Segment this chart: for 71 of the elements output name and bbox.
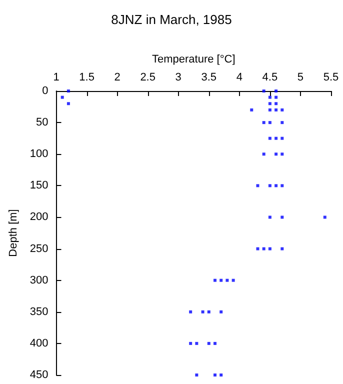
point xyxy=(66,90,70,92)
point xyxy=(280,108,284,112)
point xyxy=(195,342,198,345)
point xyxy=(280,152,284,156)
point xyxy=(262,247,266,250)
point xyxy=(268,216,272,219)
point xyxy=(213,278,216,282)
point xyxy=(256,184,260,188)
point xyxy=(274,152,278,156)
point xyxy=(195,374,198,376)
point xyxy=(268,247,272,250)
point xyxy=(66,102,70,106)
x-tick-label: 1 xyxy=(53,72,60,84)
point xyxy=(262,121,266,124)
point xyxy=(250,108,254,112)
point xyxy=(226,278,229,282)
point xyxy=(268,96,272,99)
x-tick-label: 1.5 xyxy=(79,72,94,84)
point xyxy=(274,108,278,112)
point xyxy=(274,102,278,106)
y-tick-label: 350 xyxy=(30,306,48,318)
y-tick-label: 200 xyxy=(30,211,48,224)
chart-title: 8JNZ in March, 1985 xyxy=(111,12,232,27)
point xyxy=(201,310,204,314)
point xyxy=(220,278,223,282)
point xyxy=(268,102,272,106)
point xyxy=(280,216,284,219)
x-tick-label: 3.5 xyxy=(201,72,217,84)
x-tick-label: 2.5 xyxy=(140,72,156,84)
y-tick-label: 250 xyxy=(30,242,48,255)
point xyxy=(262,152,266,156)
y-tick-label: 50 xyxy=(36,116,48,129)
y-tick-label: 150 xyxy=(30,180,48,192)
point xyxy=(213,342,216,345)
y-tick-label: 100 xyxy=(30,148,48,160)
point xyxy=(256,247,260,250)
x-tick-label: 2 xyxy=(114,72,120,84)
point xyxy=(207,342,210,345)
y-tick-label: 300 xyxy=(30,274,48,286)
x-tick-label: 5 xyxy=(297,72,304,84)
y-tick-label: 400 xyxy=(30,337,48,350)
point xyxy=(280,136,284,140)
point xyxy=(213,374,216,376)
point xyxy=(280,247,284,250)
point xyxy=(189,310,192,314)
y-tick-label: 450 xyxy=(30,369,48,381)
point xyxy=(268,136,272,140)
point xyxy=(220,374,223,376)
point xyxy=(60,96,64,99)
point xyxy=(232,278,235,282)
point xyxy=(274,90,278,92)
point xyxy=(280,121,284,124)
point xyxy=(268,184,272,188)
y-tick-label: 0 xyxy=(42,85,48,97)
x-tick-label: 4 xyxy=(236,72,242,84)
point xyxy=(220,310,223,314)
point xyxy=(262,90,266,92)
point xyxy=(207,310,210,314)
point xyxy=(274,96,278,99)
point xyxy=(268,121,272,124)
x-axis-title: Temperature [°C] xyxy=(152,54,236,66)
x-tick-label: 5.5 xyxy=(323,72,339,84)
point xyxy=(268,108,272,112)
x-tick-label: 4.5 xyxy=(262,72,278,84)
point xyxy=(274,184,278,188)
x-tick-label: 3 xyxy=(175,72,182,84)
point xyxy=(189,342,192,345)
point xyxy=(280,184,284,188)
point xyxy=(323,216,326,219)
y-axis-title: Depth [m] xyxy=(8,209,20,257)
point xyxy=(274,136,278,140)
